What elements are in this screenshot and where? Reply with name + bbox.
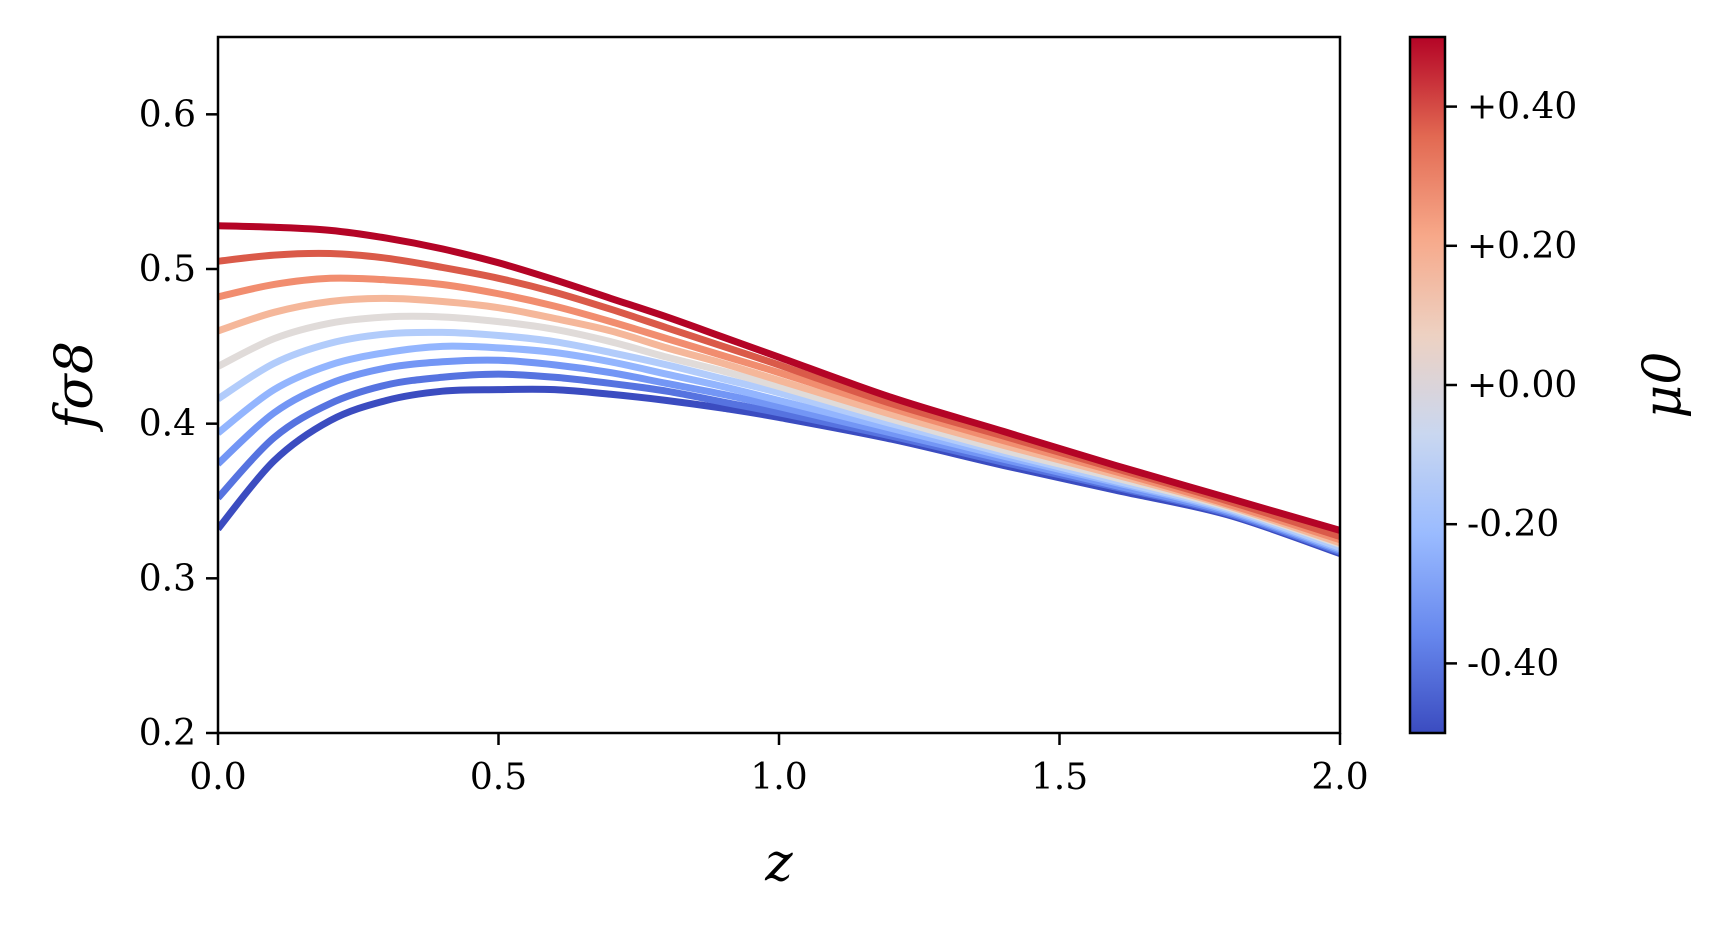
x-tick-label: 0.5	[470, 757, 527, 798]
y-tick-label: 0.4	[139, 404, 196, 445]
colorbar-ticks: -0.40 -0.20 +0.00 +0.20 +0.40	[1445, 87, 1577, 684]
colorbar-tick-label: +0.20	[1467, 226, 1577, 267]
y-tick-label: 0.2	[139, 713, 196, 754]
y-axis-label: fσ8	[45, 341, 105, 433]
y-tick-label: 0.6	[139, 94, 196, 135]
series-layer	[218, 222, 1340, 557]
x-axis-label: z	[764, 833, 793, 893]
x-axis-ticks: 0.0 0.5 1.0 1.5 2.0	[189, 733, 1369, 798]
x-tick-label: 0.0	[189, 757, 246, 798]
y-tick-label: 0.5	[139, 249, 196, 290]
y-axis-ticks: 0.2 0.3 0.4 0.5 0.6	[139, 94, 218, 754]
colorbar-tick-label: -0.20	[1467, 504, 1559, 545]
x-tick-label: 1.0	[750, 757, 807, 798]
colorbar-tick-label: +0.40	[1467, 87, 1577, 128]
x-tick-label: 1.5	[1031, 757, 1088, 798]
y-tick-label: 0.3	[139, 558, 196, 599]
colorbar	[1408, 35, 1447, 735]
series-line-9	[218, 222, 1340, 534]
colorbar-tick-label: +0.00	[1467, 365, 1577, 406]
x-tick-label: 2.0	[1311, 757, 1368, 798]
series-line-3	[218, 342, 1340, 553]
colorbar-label: μ0	[1633, 352, 1693, 419]
colorbar-tick-label: -0.40	[1467, 643, 1559, 684]
